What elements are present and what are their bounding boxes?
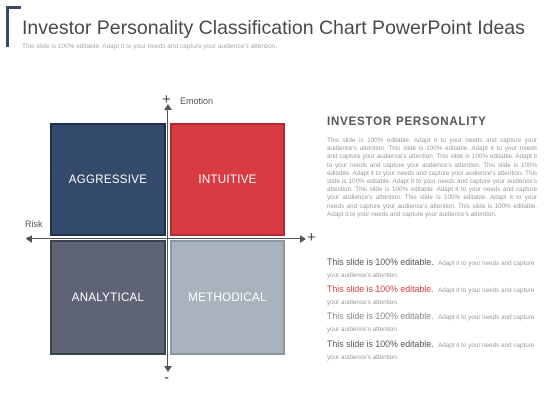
quadrant-methodical: METHODICAL bbox=[170, 240, 285, 355]
arrow-right-icon bbox=[300, 235, 306, 243]
arrow-up-icon bbox=[164, 104, 172, 110]
list-item: This slide is 100% editable. Adapt it to… bbox=[327, 310, 542, 334]
axis-top-sign: + bbox=[162, 91, 171, 108]
quadrant-methodical-label: METHODICAL bbox=[188, 291, 267, 304]
axis-risk-label: Risk bbox=[25, 219, 43, 229]
list-item-text: Adapt it to your needs and capture your … bbox=[327, 287, 535, 306]
quadrant-analytical-label: ANALYTICAL bbox=[71, 291, 145, 304]
list-item-lead: This slide is 100% editable. bbox=[327, 339, 434, 349]
vertical-axis bbox=[167, 106, 168, 368]
list-item-text: Adapt it to your needs and capture your … bbox=[327, 314, 535, 333]
panel-body-text: This slide is 100% editable. Adapt it to… bbox=[327, 137, 537, 218]
list-item-lead: This slide is 100% editable. bbox=[327, 257, 434, 267]
list-item-lead: This slide is 100% editable. bbox=[327, 284, 434, 294]
list-item-text: Adapt it to your needs and capture your … bbox=[327, 342, 535, 361]
list-item-lead: This slide is 100% editable. bbox=[327, 311, 434, 321]
arrow-down-icon bbox=[164, 366, 172, 372]
panel-heading: INVESTOR PERSONALITY bbox=[327, 116, 487, 128]
slide-title: Investor Personality Classification Char… bbox=[22, 17, 525, 39]
axis-emotion-label: Emotion bbox=[180, 96, 214, 106]
quadrant-aggressive: AGGRESSIVE bbox=[50, 123, 166, 236]
quadrant-intuitive-label: INTUITIVE bbox=[198, 173, 257, 186]
horizontal-axis bbox=[30, 238, 302, 239]
list-item: This slide is 100% editable. Adapt it to… bbox=[327, 283, 542, 307]
axis-left-sign: - bbox=[26, 229, 31, 246]
title-corner-accent bbox=[6, 6, 21, 47]
quadrant-analytical: ANALYTICAL bbox=[50, 240, 166, 355]
list-item: This slide is 100% editable. Adapt it to… bbox=[327, 256, 542, 280]
list-item-text: Adapt it to your needs and capture your … bbox=[327, 260, 535, 279]
slide-subtitle: This slide is 100% editable. Adapt it to… bbox=[22, 43, 278, 50]
axis-bottom-sign: - bbox=[164, 369, 169, 386]
axis-right-sign: + bbox=[307, 229, 316, 246]
quadrant-aggressive-label: AGGRESSIVE bbox=[68, 173, 148, 186]
quadrant-intuitive: INTUITIVE bbox=[170, 123, 285, 236]
list-item: This slide is 100% editable. Adapt it to… bbox=[327, 338, 542, 362]
arrow-left-icon bbox=[26, 235, 32, 243]
